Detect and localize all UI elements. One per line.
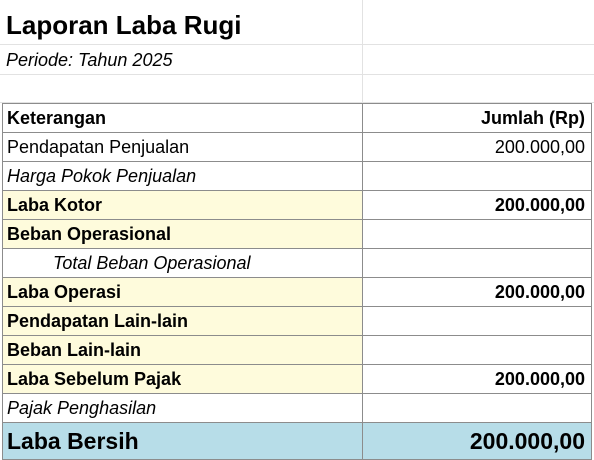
grid-row bbox=[0, 0, 594, 45]
row-amount[interactable] bbox=[362, 219, 592, 249]
report-title: Laporan Laba Rugi bbox=[6, 10, 242, 40]
net-profit-label[interactable]: Laba Bersih bbox=[2, 422, 363, 460]
row-label[interactable]: Laba Kotor bbox=[2, 190, 363, 220]
row-profit-before-tax: Laba Sebelum Pajak 200.000,00 bbox=[2, 364, 592, 394]
row-label[interactable]: Beban Operasional bbox=[2, 219, 363, 249]
row-amount[interactable] bbox=[362, 248, 592, 278]
row-net-profit: Laba Bersih 200.000,00 bbox=[2, 422, 592, 460]
row-sales-revenue: Pendapatan Penjualan 200.000,00 bbox=[2, 132, 592, 162]
row-operating-expenses: Beban Operasional bbox=[2, 219, 592, 249]
header-description[interactable]: Keterangan bbox=[2, 103, 363, 133]
row-amount[interactable]: 200.000,00 bbox=[362, 190, 592, 220]
row-label[interactable]: Pendapatan Lain-lain bbox=[2, 306, 363, 336]
row-amount[interactable] bbox=[362, 161, 592, 191]
row-other-income: Pendapatan Lain-lain bbox=[2, 306, 592, 336]
row-gross-profit: Laba Kotor 200.000,00 bbox=[2, 190, 592, 220]
row-label[interactable]: Pajak Penghasilan bbox=[2, 393, 363, 423]
grid-row bbox=[0, 44, 594, 75]
row-amount[interactable] bbox=[362, 393, 592, 423]
grid-column-line bbox=[362, 0, 363, 103]
grid-row bbox=[0, 74, 594, 103]
row-label[interactable]: Beban Lain-lain bbox=[2, 335, 363, 365]
row-income-tax: Pajak Penghasilan bbox=[2, 393, 592, 423]
row-label[interactable]: Laba Operasi bbox=[2, 277, 363, 307]
row-label[interactable]: Harga Pokok Penjualan bbox=[2, 161, 363, 191]
row-amount[interactable] bbox=[362, 335, 592, 365]
net-profit-amount[interactable]: 200.000,00 bbox=[362, 422, 592, 460]
row-cost-of-goods-sold: Harga Pokok Penjualan bbox=[2, 161, 592, 191]
row-label[interactable]: Total Beban Operasional bbox=[2, 248, 363, 278]
row-label[interactable]: Laba Sebelum Pajak bbox=[2, 364, 363, 394]
row-amount[interactable]: 200.000,00 bbox=[362, 277, 592, 307]
table-header-row: Keterangan Jumlah (Rp) bbox=[2, 103, 592, 133]
row-label[interactable]: Pendapatan Penjualan bbox=[2, 132, 363, 162]
header-amount[interactable]: Jumlah (Rp) bbox=[362, 103, 592, 133]
row-amount[interactable] bbox=[362, 306, 592, 336]
row-operating-profit: Laba Operasi 200.000,00 bbox=[2, 277, 592, 307]
income-statement-table: Keterangan Jumlah (Rp) Pendapatan Penjua… bbox=[2, 103, 592, 460]
row-amount[interactable]: 200.000,00 bbox=[362, 132, 592, 162]
row-other-expenses: Beban Lain-lain bbox=[2, 335, 592, 365]
report-period: Periode: Tahun 2025 bbox=[6, 50, 173, 70]
row-total-operating-expenses: Total Beban Operasional bbox=[2, 248, 592, 278]
row-amount[interactable]: 200.000,00 bbox=[362, 364, 592, 394]
